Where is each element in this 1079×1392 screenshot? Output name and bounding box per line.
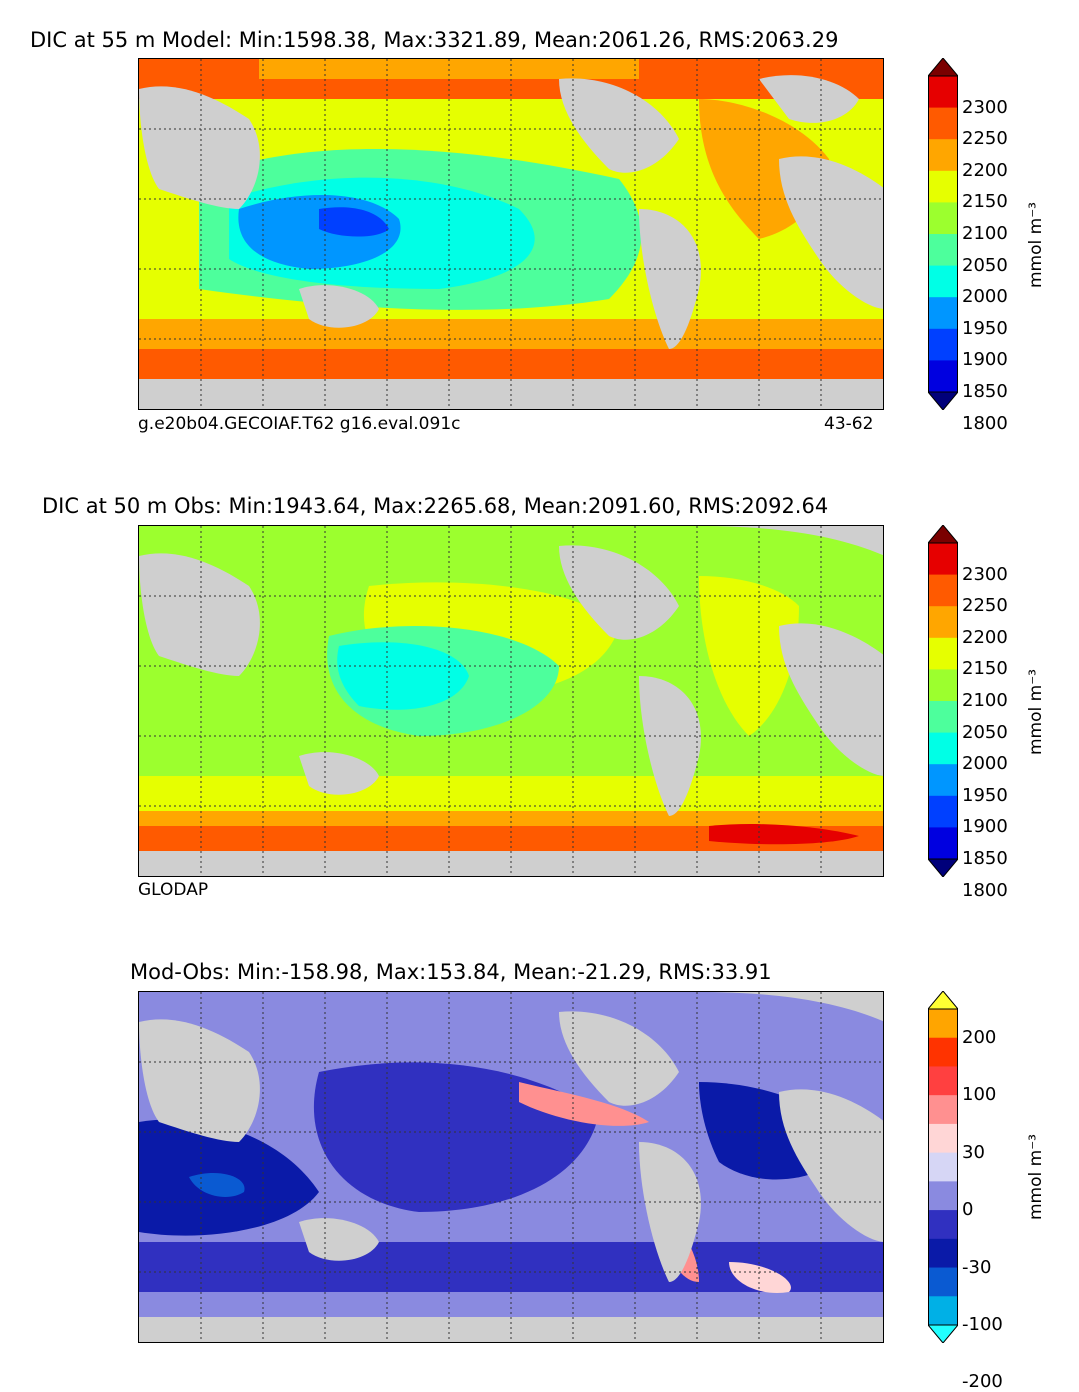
panel2-caption-left: GLODAP bbox=[138, 880, 209, 900]
panel2-title: DIC at 50 m Obs: Min:1943.64, Max:2265.6… bbox=[42, 494, 829, 518]
panel3-colorbar-unit: mmol m⁻³ bbox=[1026, 1134, 1046, 1220]
colorbar-swatch bbox=[928, 328, 958, 361]
colorbar-extend-min bbox=[928, 1324, 958, 1343]
colorbar-tick-label: -100 bbox=[962, 1314, 1003, 1335]
colorbar-extend-max bbox=[928, 58, 958, 77]
colorbar-tick-label: 1800 bbox=[962, 412, 1008, 434]
panel2-colorbar bbox=[928, 525, 958, 877]
colorbar-tick-label: 2100 bbox=[962, 690, 1008, 711]
panel1-title: DIC at 55 m Model: Min:1598.38, Max:3321… bbox=[30, 28, 839, 52]
colorbar-swatch bbox=[928, 1009, 958, 1039]
panel3-map bbox=[138, 991, 884, 1343]
panel1-colorbar bbox=[928, 58, 958, 410]
colorbar-swatch bbox=[928, 1267, 958, 1297]
colorbar-tick-label: 1950 bbox=[962, 317, 1008, 339]
colorbar-swatch bbox=[928, 543, 958, 576]
colorbar-swatch bbox=[928, 139, 958, 172]
panel3-colorbar bbox=[928, 991, 958, 1343]
colorbar-extend-max bbox=[928, 525, 958, 544]
panel2-map bbox=[138, 525, 884, 877]
colorbar-outline bbox=[928, 75, 958, 393]
colorbar-swatch bbox=[928, 1152, 958, 1182]
colorbar-tick-label: 1900 bbox=[962, 349, 1008, 371]
colorbar-tick-label: 1950 bbox=[962, 784, 1008, 806]
panel1-caption-right: 43-62 bbox=[824, 414, 874, 434]
panel1-map bbox=[138, 58, 884, 410]
colorbar-tick-label: 2200 bbox=[962, 159, 1008, 181]
colorbar-swatch bbox=[928, 1238, 958, 1269]
colorbar-tick-label: 2250 bbox=[962, 595, 1008, 617]
colorbar-tick-label: -200 bbox=[962, 1371, 1003, 1392]
colorbar-swatch bbox=[928, 234, 958, 267]
colorbar-tick-label: 2200 bbox=[962, 626, 1008, 648]
colorbar-tick-label: 0 bbox=[962, 1199, 974, 1221]
colorbar-swatch bbox=[928, 1037, 958, 1067]
colorbar-extend-min bbox=[928, 858, 958, 877]
colorbar-swatch bbox=[928, 1210, 958, 1240]
colorbar-tick-label: 1900 bbox=[962, 816, 1008, 838]
colorbar-swatch bbox=[928, 265, 958, 298]
colorbar-tick-label: 2150 bbox=[962, 191, 1008, 213]
colorbar-outline bbox=[928, 1008, 958, 1326]
colorbar-tick-label: 2050 bbox=[962, 254, 1008, 276]
colorbar-swatch bbox=[928, 637, 958, 670]
colorbar-swatch bbox=[928, 1296, 958, 1326]
colorbar-swatch bbox=[928, 1095, 958, 1125]
colorbar-swatch bbox=[928, 170, 958, 203]
colorbar-swatch bbox=[928, 1181, 958, 1211]
colorbar-swatch bbox=[928, 297, 958, 330]
colorbar-swatch bbox=[928, 764, 958, 797]
colorbar-swatch bbox=[928, 76, 958, 109]
colorbar-tick-label: 2300 bbox=[962, 96, 1008, 118]
panel1-map-plot bbox=[139, 59, 883, 409]
colorbar-tick-label: 2100 bbox=[962, 223, 1008, 244]
colorbar-swatch bbox=[928, 827, 958, 860]
panel2-map-plot bbox=[139, 526, 883, 876]
colorbar-tick-label: 1850 bbox=[962, 848, 1008, 869]
colorbar-extend-max bbox=[928, 991, 958, 1010]
colorbar-tick-label: 2000 bbox=[962, 753, 1008, 775]
colorbar-swatch bbox=[928, 606, 958, 639]
colorbar-tick-label: 2250 bbox=[962, 128, 1008, 150]
colorbar-swatch bbox=[928, 795, 958, 828]
colorbar-tick-label: 200 bbox=[962, 1026, 997, 1048]
colorbar-swatch bbox=[928, 701, 958, 734]
colorbar-outline bbox=[928, 542, 958, 860]
panel1-caption-left: g.e20b04.GECOIAF.T62 g16.eval.091c bbox=[138, 414, 461, 434]
colorbar-tick-label: 100 bbox=[962, 1084, 997, 1106]
colorbar-swatch bbox=[928, 202, 958, 235]
colorbar-tick-label: 2150 bbox=[962, 658, 1008, 680]
colorbar-swatch bbox=[928, 574, 958, 607]
panel3-map-plot bbox=[139, 992, 883, 1342]
colorbar-swatch bbox=[928, 360, 958, 393]
colorbar-swatch bbox=[928, 1123, 958, 1154]
colorbar-tick-label: 2000 bbox=[962, 286, 1008, 308]
colorbar-tick-label: 2050 bbox=[962, 721, 1008, 743]
colorbar-swatch bbox=[928, 669, 958, 702]
colorbar-tick-label: -30 bbox=[962, 1256, 992, 1278]
colorbar-extend-min bbox=[928, 391, 958, 410]
colorbar-tick-label: 1850 bbox=[962, 381, 1008, 402]
colorbar-tick-label: 1800 bbox=[962, 879, 1008, 901]
panel3-title: Mod-Obs: Min:-158.98, Max:153.84, Mean:-… bbox=[130, 960, 772, 984]
colorbar-swatch bbox=[928, 107, 958, 140]
colorbar-swatch bbox=[928, 732, 958, 765]
colorbar-tick-label: 2300 bbox=[962, 563, 1008, 585]
panel2-colorbar-unit: mmol m⁻³ bbox=[1026, 669, 1046, 755]
panel1-colorbar-unit: mmol m⁻³ bbox=[1026, 202, 1046, 288]
colorbar-swatch bbox=[928, 1066, 958, 1096]
colorbar-tick-label: 30 bbox=[962, 1141, 985, 1163]
